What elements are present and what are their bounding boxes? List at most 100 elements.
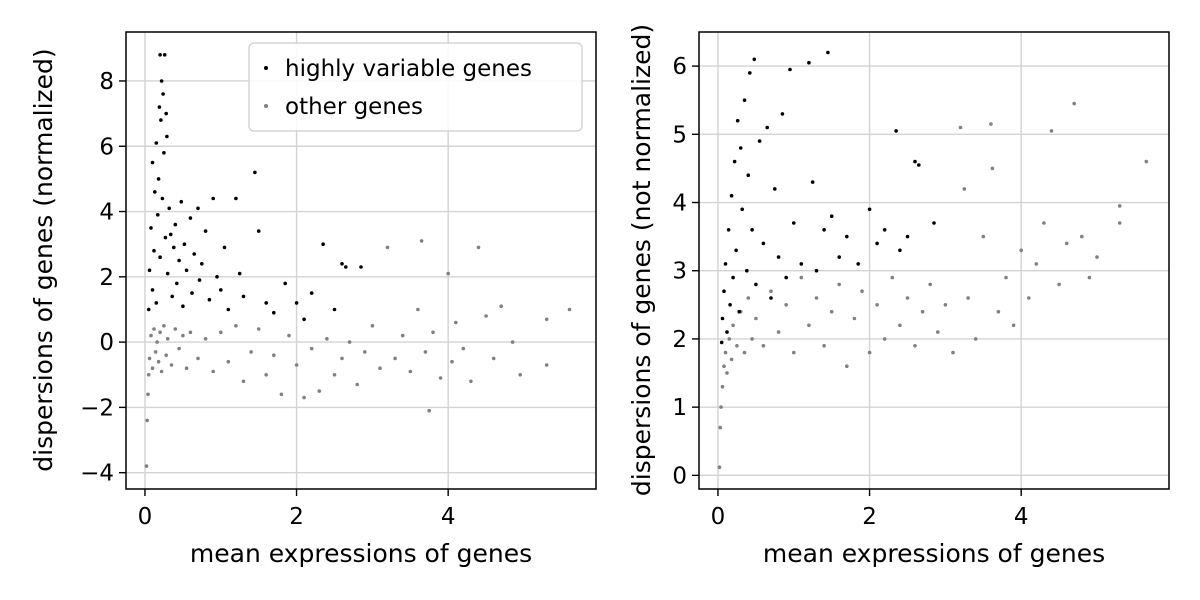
left-other-gene-point	[226, 359, 231, 364]
left-highly-variable-gene-point	[162, 53, 167, 57]
right-other-gene-point	[725, 371, 729, 375]
right-other-gene-point	[1019, 248, 1023, 253]
left-other-gene-point	[159, 369, 164, 374]
left-other-gene-point	[211, 369, 215, 374]
left-highly-variable-gene-point	[154, 301, 159, 305]
right-other-gene-point	[1064, 241, 1069, 246]
left-y-tick-label: 0	[99, 330, 114, 356]
left-highly-variable-gene-point	[272, 310, 276, 315]
left-highly-variable-gene-point	[159, 79, 164, 83]
right-highly-variable-gene-point	[894, 129, 898, 133]
right-other-gene-point	[727, 337, 732, 341]
right-other-gene-point	[776, 330, 781, 334]
right-other-gene-point	[1072, 101, 1076, 106]
left-x-axis-label: mean expressions of genes	[190, 539, 532, 568]
right-highly-variable-gene-point	[845, 234, 849, 239]
right-other-gene-point	[1042, 221, 1046, 225]
left-highly-variable-gene-point	[321, 242, 325, 246]
right-other-gene-point	[966, 296, 970, 300]
right-other-gene-point	[754, 316, 758, 321]
right-highly-variable-gene-point	[856, 262, 860, 266]
left-x-tick-label: 4	[441, 504, 456, 530]
right-highly-variable-gene-point	[750, 228, 754, 232]
right-other-gene-point	[1144, 159, 1149, 164]
right-x-tick-label: 4	[1014, 504, 1029, 530]
left-other-gene-point	[144, 464, 149, 468]
right-other-gene-point	[814, 296, 819, 300]
right-other-gene-point	[792, 350, 796, 355]
left-other-gene-point	[431, 330, 435, 335]
left-other-gene-point	[256, 327, 261, 331]
right-other-gene-point	[845, 364, 849, 369]
left-highly-variable-gene-point	[283, 281, 288, 286]
left-highly-variable-gene-point	[253, 170, 257, 175]
left-other-gene-point	[150, 366, 155, 371]
right-other-gene-point	[920, 309, 925, 314]
right-other-gene-point	[1080, 234, 1084, 239]
right-highly-variable-gene-point	[752, 57, 757, 62]
right-highly-variable-gene-point	[754, 282, 758, 287]
right-x-tick-label: 2	[862, 504, 877, 530]
right-other-gene-point	[905, 296, 910, 300]
left-other-gene-point	[153, 350, 158, 354]
right-y-tick-label: 1	[672, 395, 687, 421]
left-highly-variable-gene-point	[188, 216, 193, 220]
right-y-tick-label: 6	[672, 54, 687, 80]
left-highly-variable-gene-point	[182, 242, 187, 246]
left-other-gene-point	[419, 239, 424, 243]
left-other-gene-point	[340, 356, 344, 361]
left-other-gene-point	[378, 366, 382, 371]
right-highly-variable-gene-point	[882, 228, 887, 232]
left-other-gene-point	[173, 327, 178, 331]
right-highly-variable-gene-point	[742, 98, 747, 102]
right-other-gene-point	[1034, 262, 1039, 266]
left-highly-variable-gene-point	[156, 177, 161, 181]
right-other-gene-point	[1087, 275, 1092, 280]
left-x-tick-label: 2	[289, 504, 304, 530]
left-other-gene-point	[416, 307, 420, 312]
left-highly-variable-gene-point	[219, 288, 223, 292]
left-other-gene-point	[158, 330, 162, 335]
left-other-gene-point	[567, 307, 572, 312]
right-other-gene-point	[898, 323, 902, 328]
left-highly-variable-gene-point	[173, 222, 178, 227]
right-other-gene-point	[717, 465, 722, 470]
left-other-gene-point	[294, 363, 299, 367]
left-other-gene-point	[147, 356, 152, 361]
legend-box	[248, 42, 583, 132]
left-other-gene-point	[155, 340, 159, 344]
right-other-gene-point	[761, 344, 766, 348]
right-highly-variable-gene-point	[757, 139, 762, 143]
left-highly-variable-gene-point	[222, 245, 227, 250]
left-highly-variable-gene-point	[256, 229, 261, 233]
right-highly-variable-gene-point	[867, 207, 872, 212]
right-highly-variable-gene-point	[731, 275, 735, 280]
right-highly-variable-gene-point	[748, 71, 752, 75]
right-highly-variable-gene-point	[898, 248, 902, 253]
right-other-gene-point	[951, 350, 955, 355]
right-highly-variable-gene-point	[738, 146, 743, 150]
right-y-tick-label: 2	[672, 327, 687, 353]
left-other-gene-point	[196, 356, 200, 361]
left-other-gene-point	[469, 379, 473, 384]
left-highly-variable-gene-point	[149, 226, 153, 230]
left-other-gene-point	[146, 392, 150, 397]
left-highly-variable-gene-point	[207, 297, 212, 302]
right-highly-variable-gene-point	[732, 159, 737, 164]
left-other-gene-point	[162, 324, 166, 328]
left-x-tick-label: 0	[138, 504, 153, 530]
left-other-gene-point	[518, 373, 522, 377]
right-other-gene-point	[750, 337, 754, 341]
left-highly-variable-gene-point	[309, 291, 314, 295]
right-other-gene-point	[1027, 296, 1031, 300]
right-highly-variable-gene-point	[826, 50, 830, 55]
right-other-gene-point	[973, 337, 978, 341]
left-highly-variable-gene-point	[175, 281, 179, 286]
right-other-gene-point	[799, 275, 804, 280]
left-highly-variable-gene-point	[172, 245, 176, 250]
left-highly-variable-gene-point	[160, 196, 165, 201]
right-highly-variable-gene-point	[726, 228, 731, 232]
left-other-gene-point	[145, 418, 149, 423]
left-other-gene-point	[184, 366, 189, 371]
left-chart-panel: 0 2 4 −4 −2 0 2 4 6 8 mean expressions of genes d…	[29, 31, 597, 568]
